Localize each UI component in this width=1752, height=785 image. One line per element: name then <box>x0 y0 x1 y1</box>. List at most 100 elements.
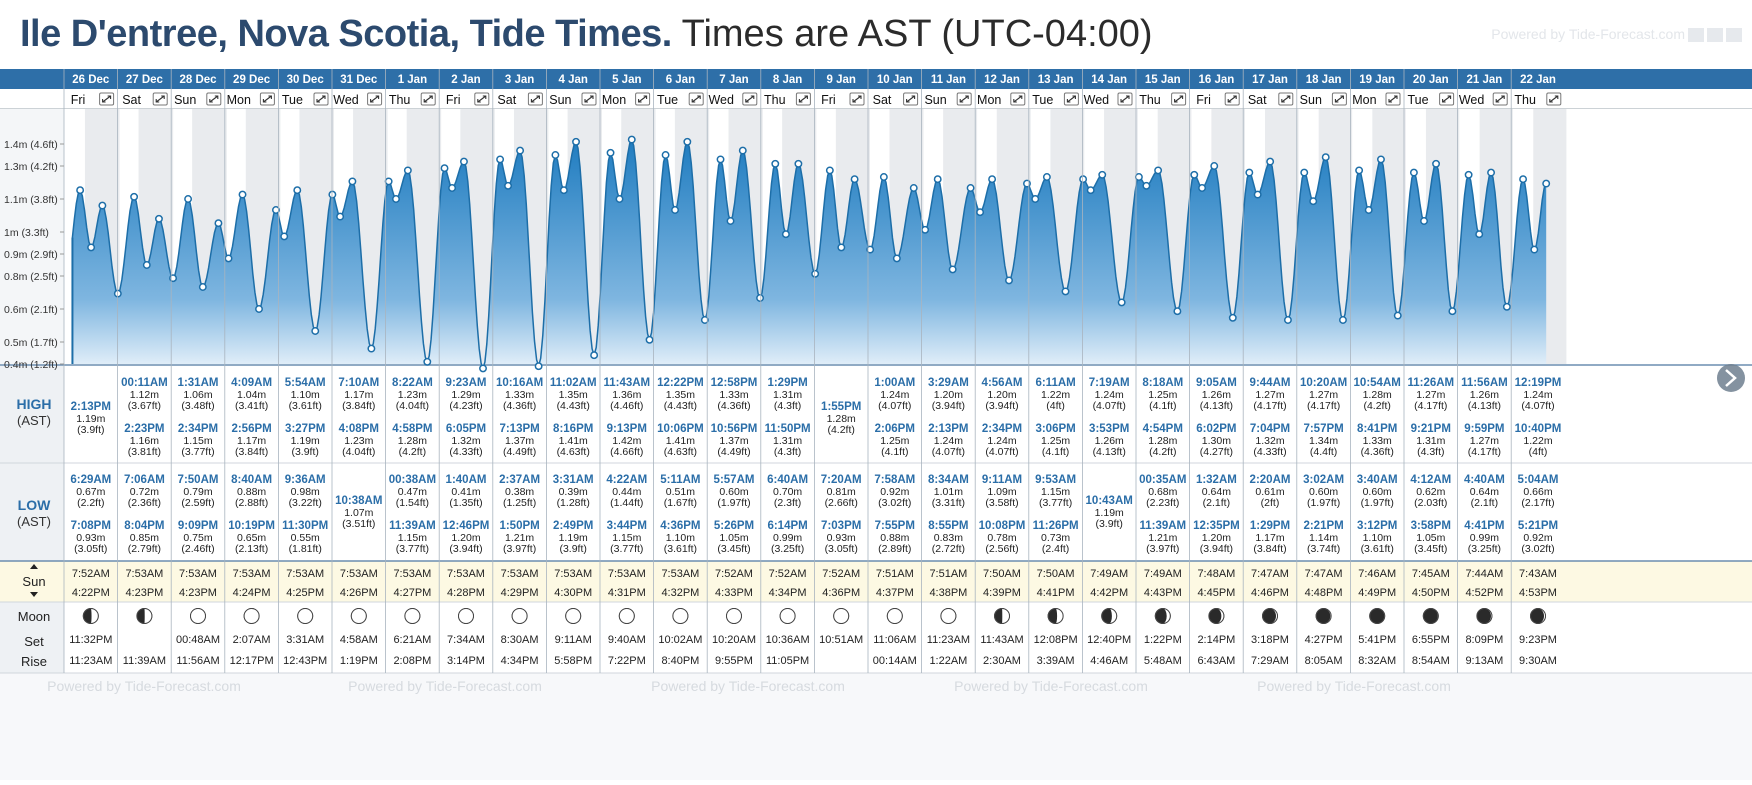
weekday-label: Mon <box>1352 93 1376 107</box>
low-tide-height-ft: (3.02ft) <box>878 497 911 509</box>
expand-button[interactable] <box>689 93 703 105</box>
expand-button[interactable] <box>796 93 810 105</box>
high-tide-time: 3:29AM <box>928 377 969 389</box>
moonset-time: 10:20AM <box>712 634 756 646</box>
expand-button[interactable] <box>850 93 864 105</box>
tide-point <box>1246 169 1252 175</box>
expand-button[interactable] <box>1172 93 1186 105</box>
moonset-time: 2:14PM <box>1197 634 1235 646</box>
expand-button[interactable] <box>743 93 757 105</box>
sunrise-time: 7:53AM <box>608 568 646 580</box>
sunrise-time: 7:43AM <box>1519 568 1557 580</box>
high-tide-time: 00:11AM <box>121 377 168 389</box>
sunrise-time: 7:53AM <box>233 568 271 580</box>
high-tide-height-ft: (4.63ft) <box>664 446 697 458</box>
expand-button[interactable] <box>314 93 328 105</box>
expand-button[interactable] <box>528 93 542 105</box>
expand-button[interactable] <box>421 93 435 105</box>
tide-point <box>1191 172 1197 178</box>
moonrise-time: 7:22PM <box>608 655 646 667</box>
moon-phase-icon <box>834 609 849 624</box>
scroll-right-button[interactable] <box>1717 364 1745 392</box>
moon-phase-icon <box>191 609 206 624</box>
tide-point <box>1520 176 1526 182</box>
low-tide-time: 11:30PM <box>282 520 328 532</box>
low-tide-height-ft: (2.89ft) <box>878 543 911 555</box>
social-icon <box>1707 28 1723 42</box>
high-tide-height-ft: (4.17ft) <box>1307 400 1340 412</box>
expand-button[interactable] <box>1547 93 1561 105</box>
expand-button[interactable] <box>1440 93 1454 105</box>
expand-button[interactable] <box>153 93 167 105</box>
moon-phase-icon <box>1155 609 1170 624</box>
weekday-label: Sun <box>1300 93 1322 107</box>
moonrise-time: 4:46AM <box>1090 655 1128 667</box>
sunrise-time: 7:53AM <box>554 568 592 580</box>
high-tide-time: 12:19PM <box>1515 377 1562 389</box>
low-tide-time: 8:34AM <box>928 474 969 486</box>
expand-button[interactable] <box>904 93 918 105</box>
high-tide-height-ft: (3.48ft) <box>181 400 214 412</box>
expand-button[interactable] <box>475 93 489 105</box>
high-tide-height-ft: (4.49ft) <box>503 446 536 458</box>
sunset-time: 4:24PM <box>233 587 271 599</box>
sunrise-time: 7:53AM <box>501 568 539 580</box>
tide-point <box>200 284 206 290</box>
expand-button[interactable] <box>957 93 971 105</box>
low-tide-time: 1:50PM <box>499 520 539 532</box>
low-tide-height-ft: (3.9ft) <box>559 543 586 555</box>
high-tide-height-ft: (4.3ft) <box>774 400 801 412</box>
date-label: 9 Jan <box>826 74 855 86</box>
expand-button[interactable] <box>1279 93 1293 105</box>
expand-button[interactable] <box>1332 93 1346 105</box>
low-tide-time: 4:22AM <box>606 474 647 486</box>
date-label: 6 Jan <box>666 74 695 86</box>
expand-button[interactable] <box>1064 93 1078 105</box>
footer-bg <box>0 673 1752 780</box>
moonset-time: 11:32PM <box>69 634 112 646</box>
tide-point <box>827 167 833 173</box>
low-tide-height-ft: (3.51ft) <box>342 518 375 530</box>
high-tide-height-ft: (4.27ft) <box>1200 446 1233 458</box>
low-ast-label: (AST) <box>17 514 51 529</box>
high-tide-time: 1:31AM <box>178 377 219 389</box>
expand-button[interactable] <box>1011 93 1025 105</box>
tide-point <box>552 152 558 158</box>
low-tide-time: 7:06AM <box>124 474 165 486</box>
moon-phase-icon <box>1048 609 1063 624</box>
low-tide-height-ft: (2.46ft) <box>181 543 214 555</box>
date-label: 7 Jan <box>719 74 748 86</box>
expand-button[interactable] <box>260 93 274 105</box>
low-tide-height-ft: (1.97ft) <box>717 497 750 509</box>
moonrise-time: 7:29AM <box>1251 655 1289 667</box>
low-tide-time: 10:38AM <box>335 495 382 507</box>
high-tide-time: 9:44AM <box>1250 377 1291 389</box>
date-label: 5 Jan <box>612 74 641 86</box>
low-tide-height-ft: (3.61ft) <box>1361 543 1394 555</box>
expand-button[interactable] <box>207 93 221 105</box>
low-tide-height-ft: (3.58ft) <box>985 497 1018 509</box>
sunrise-time: 7:50AM <box>1037 568 1075 580</box>
tide-point <box>1230 315 1236 321</box>
sunrise-time: 7:44AM <box>1465 568 1503 580</box>
tide-point <box>337 213 343 219</box>
tide-point <box>561 187 567 193</box>
moon-phase-icon <box>351 609 366 624</box>
tide-point <box>1504 304 1510 310</box>
date-label: 2 Jan <box>451 74 480 86</box>
sunset-time: 4:23PM <box>125 587 163 599</box>
high-tide-height-ft: (3.67ft) <box>128 400 161 412</box>
expand-button[interactable] <box>582 93 596 105</box>
expand-button[interactable] <box>1493 93 1507 105</box>
expand-button[interactable] <box>100 93 114 105</box>
low-tide-height-ft: (3.94ft) <box>449 543 482 555</box>
expand-button[interactable] <box>1386 93 1400 105</box>
scroll-right-circle[interactable] <box>1717 364 1745 392</box>
high-tide-height-ft: (4.36ft) <box>717 400 750 412</box>
expand-button[interactable] <box>1225 93 1239 105</box>
high-tide-time: 10:56PM <box>711 423 758 435</box>
moon-phase-icon <box>1102 609 1117 624</box>
expand-button[interactable] <box>636 93 650 105</box>
expand-button[interactable] <box>368 93 382 105</box>
expand-button[interactable] <box>1118 93 1132 105</box>
